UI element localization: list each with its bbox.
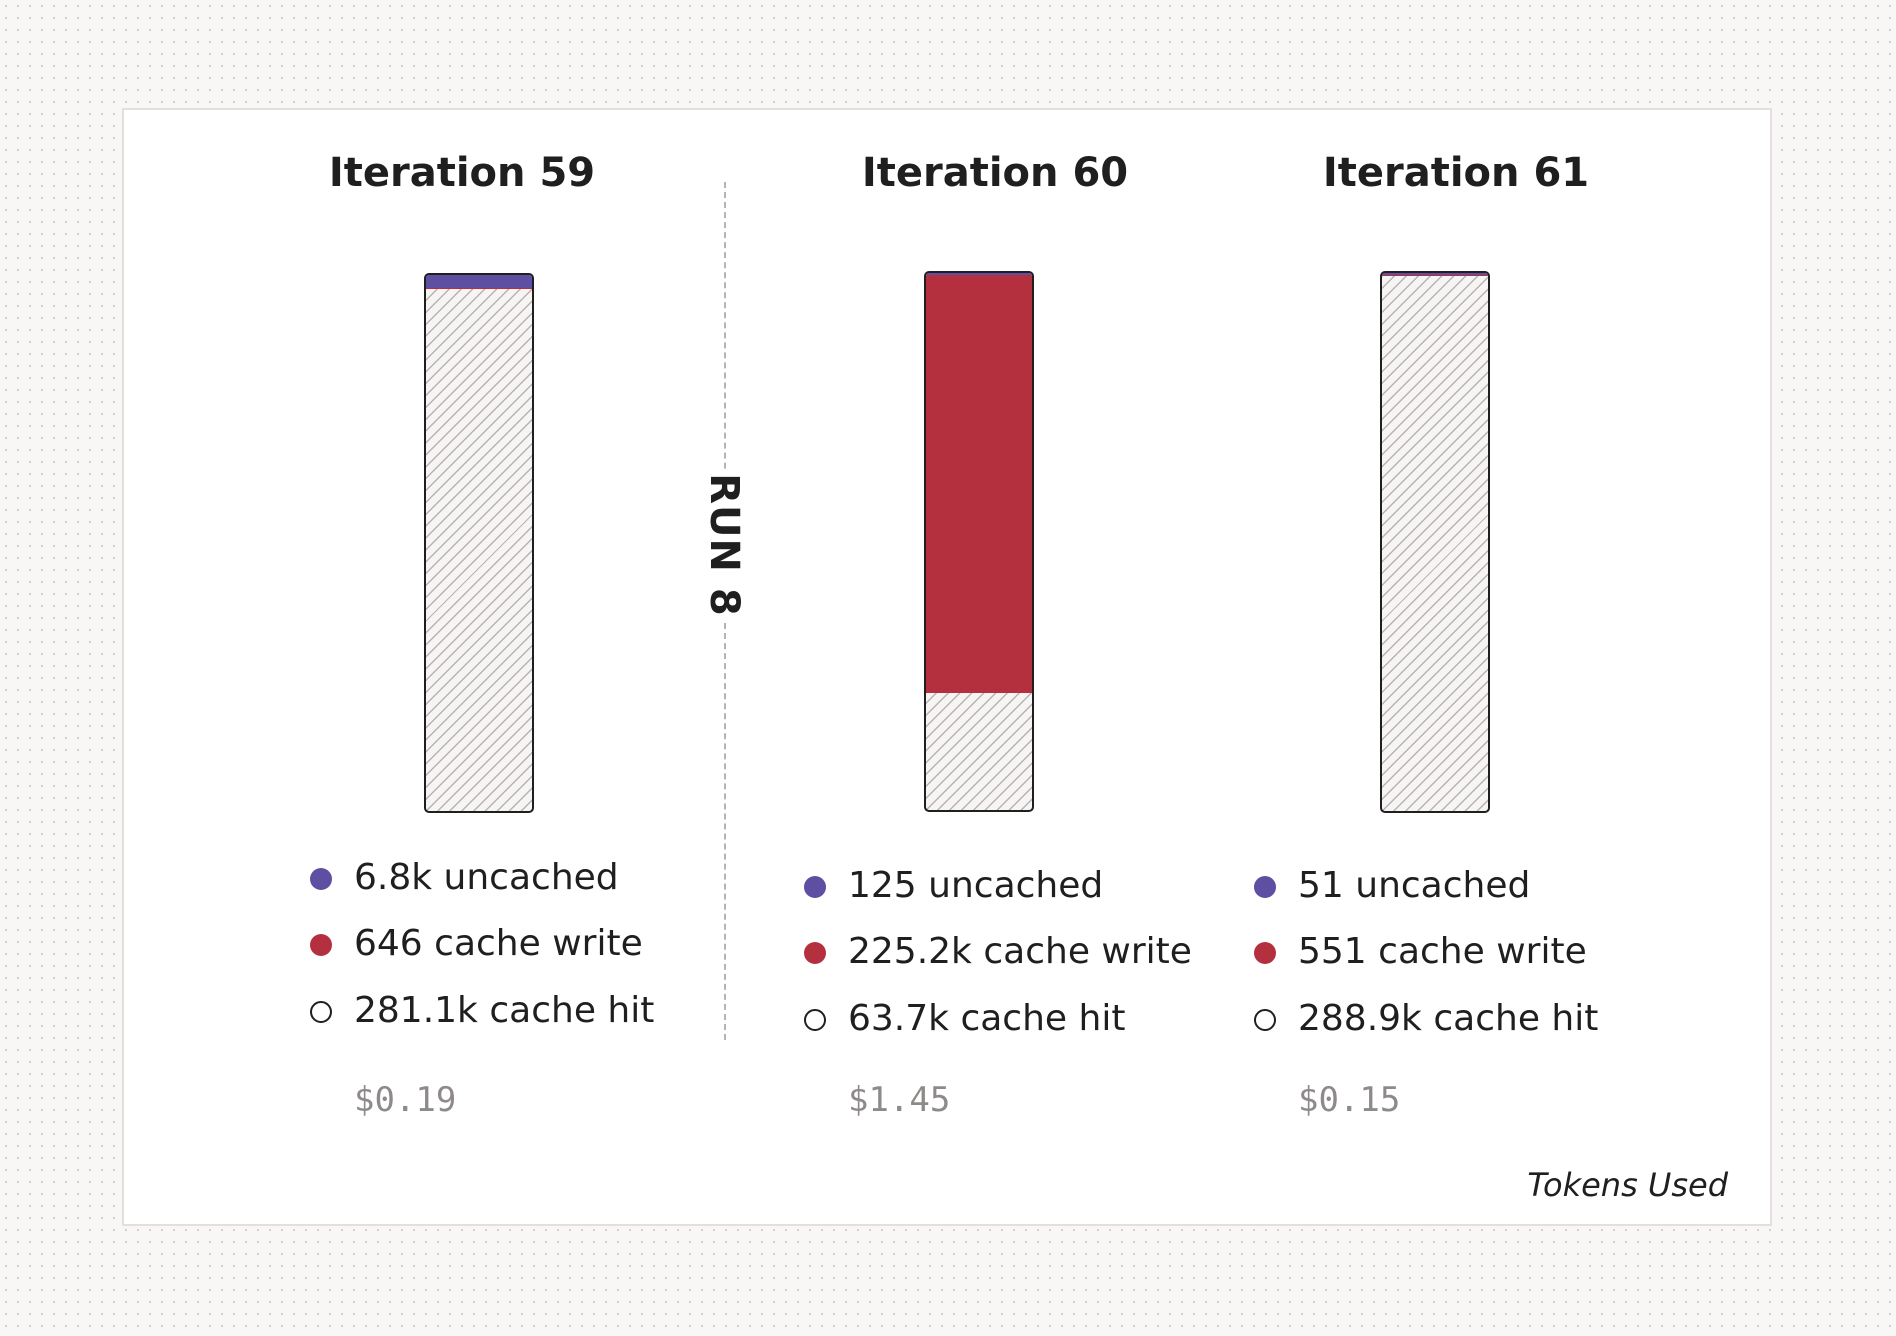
cache-write-dot-icon [1254,942,1276,964]
run-label-background [694,470,754,620]
legend-label: 63.7k cache hit [848,998,1126,1039]
cost-iteration-61: $0.15 [1298,1080,1401,1120]
bar-segment-uncached [926,273,1032,275]
bar-segment-uncached [1382,273,1488,275]
bar-iteration-60 [924,271,1034,812]
bar-iteration-61 [1380,271,1490,813]
cache-write-dot-icon [310,934,332,956]
run-label: RUN 8 [701,473,747,617]
bar-segment-cache-write [426,287,532,290]
footer-label: Tokens Used [1527,1166,1728,1204]
legend-label: 281.1k cache hit [354,990,655,1031]
cost-iteration-59: $0.19 [354,1080,457,1120]
uncached-dot-icon [804,876,826,898]
cache-hit-dot-icon [1254,1009,1276,1031]
cache-write-dot-icon [804,942,826,964]
bar-iteration-59 [424,273,534,813]
title-iteration-59: Iteration 59 [328,150,596,196]
bar-segment-cache-write [1382,274,1488,276]
cache-hit-dot-icon [804,1009,826,1031]
title-iteration-60: Iteration 60 [861,150,1129,196]
legend-label: 288.9k cache hit [1298,998,1599,1039]
legend-label: 225.2k cache write [848,931,1192,972]
bar-segment-uncached [426,275,532,288]
cost-iteration-60: $1.45 [848,1080,951,1120]
legend-label: 51 uncached [1298,865,1531,906]
legend-label: 125 uncached [848,865,1104,906]
legend-label: 646 cache write [354,923,643,964]
uncached-dot-icon [1254,876,1276,898]
uncached-dot-icon [310,868,332,890]
cache-hit-dot-icon [310,1001,332,1023]
title-iteration-61: Iteration 61 [1322,150,1590,196]
legend-label: 551 cache write [1298,931,1587,972]
legend-label: 6.8k uncached [354,857,619,898]
bar-segment-cache-write [926,274,1032,693]
